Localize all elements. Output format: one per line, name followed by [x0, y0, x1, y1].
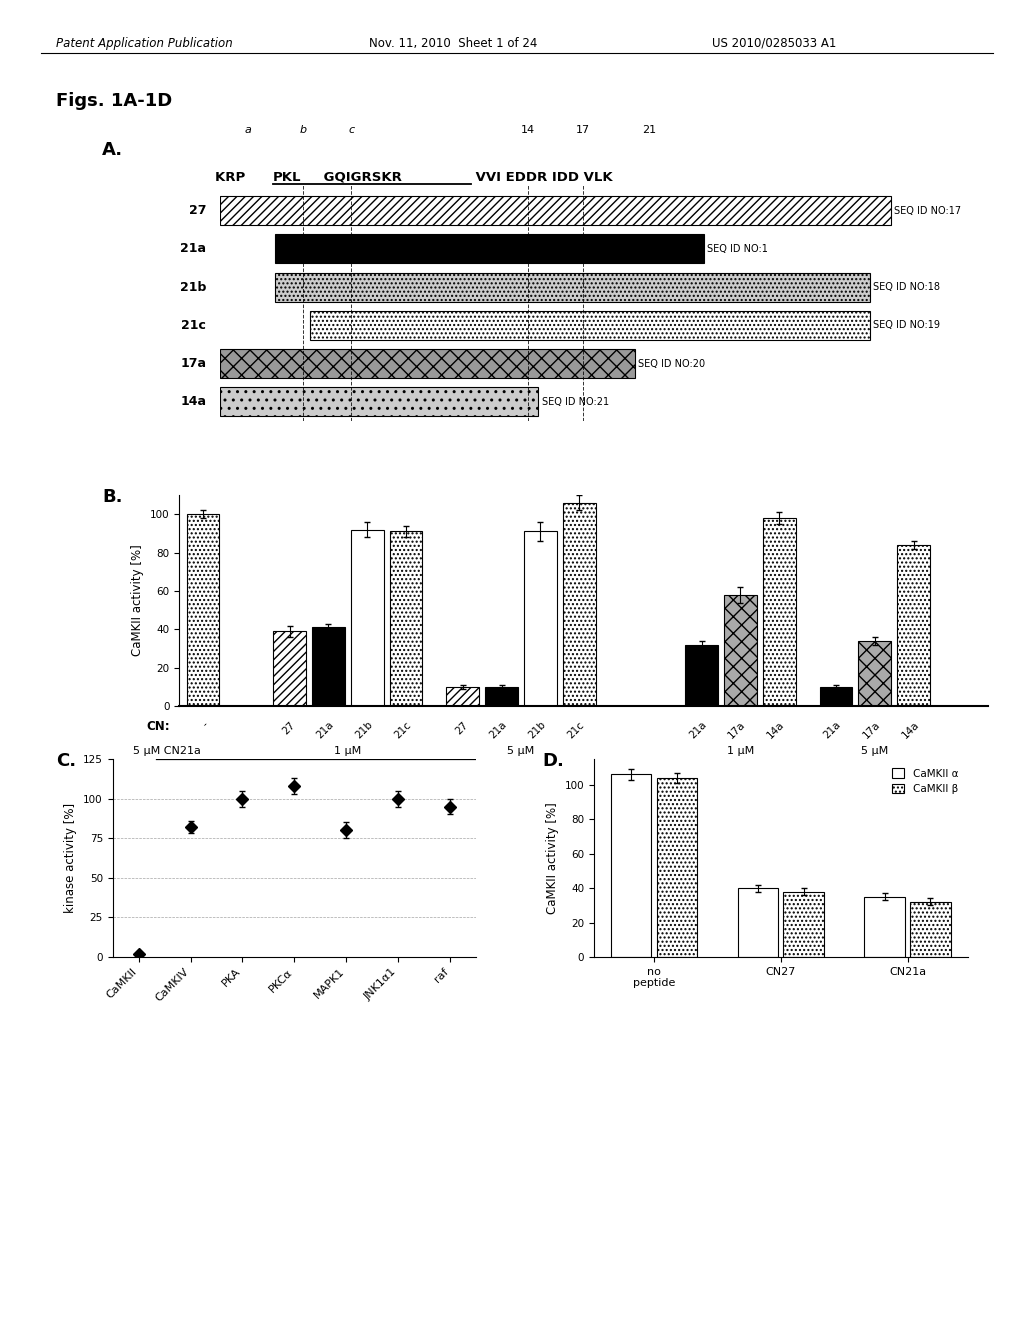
Bar — [763, 517, 796, 706]
Text: KRP: KRP — [215, 170, 250, 183]
Text: 1 μM: 1 μM — [727, 746, 754, 755]
Text: SEQ ID NO:19: SEQ ID NO:19 — [873, 321, 940, 330]
Text: 21c: 21c — [392, 719, 413, 741]
Text: 21: 21 — [642, 124, 655, 135]
Text: 14: 14 — [520, 124, 535, 135]
Point — [465, 177, 477, 193]
Text: D.: D. — [543, 752, 564, 771]
Text: SEQ ID NO:18: SEQ ID NO:18 — [873, 282, 940, 292]
Text: b: b — [300, 124, 306, 135]
Text: 14a: 14a — [900, 719, 921, 741]
Text: 21a: 21a — [688, 719, 709, 741]
Text: Figs. 1A-1D: Figs. 1A-1D — [56, 92, 173, 111]
Legend: CaMKII α, CaMKII β: CaMKII α, CaMKII β — [888, 764, 963, 799]
Text: SEQ ID NO:17: SEQ ID NO:17 — [894, 206, 962, 215]
Bar — [220, 348, 635, 378]
Text: 21a: 21a — [314, 719, 336, 741]
Text: 5 μM: 5 μM — [861, 746, 889, 755]
Text: 21b: 21b — [353, 719, 375, 741]
Y-axis label: kinase activity [%]: kinase activity [%] — [65, 803, 78, 913]
Text: 17a: 17a — [861, 719, 882, 741]
Text: c: c — [348, 124, 354, 135]
Bar — [656, 777, 697, 957]
Bar — [351, 529, 384, 706]
Bar — [819, 686, 852, 706]
Text: 21a: 21a — [487, 719, 509, 741]
Text: GQIGRSKR: GQIGRSKR — [318, 170, 401, 183]
Text: SEQ ID NO:1: SEQ ID NO:1 — [708, 244, 768, 253]
Bar — [724, 595, 757, 706]
Bar — [186, 515, 219, 706]
Bar — [220, 388, 539, 416]
Bar — [446, 686, 479, 706]
Text: SEQ ID NO:21: SEQ ID NO:21 — [542, 397, 608, 407]
Bar — [273, 631, 306, 706]
Bar — [310, 312, 869, 339]
Bar — [783, 891, 824, 957]
Bar — [312, 627, 345, 706]
Text: 27: 27 — [188, 205, 206, 216]
Bar — [737, 888, 778, 957]
Text: 27: 27 — [454, 719, 470, 737]
Text: C.: C. — [56, 752, 77, 771]
Bar — [390, 532, 423, 706]
Bar — [858, 642, 891, 706]
Bar — [563, 503, 596, 706]
Text: VVI EDDR IDD VLK: VVI EDDR IDD VLK — [471, 170, 612, 183]
Text: 5 μM: 5 μM — [507, 746, 535, 755]
Bar — [611, 775, 651, 957]
Bar — [485, 686, 518, 706]
Text: a: a — [245, 124, 251, 135]
Text: 21c: 21c — [566, 719, 587, 741]
Text: 14a: 14a — [180, 396, 206, 408]
Bar — [897, 545, 930, 706]
Text: 14a: 14a — [765, 719, 786, 741]
Text: 21c: 21c — [181, 319, 206, 331]
Text: 1 μM: 1 μM — [334, 746, 361, 755]
Text: 5 μM CN21a: 5 μM CN21a — [133, 746, 201, 756]
Text: Patent Application Publication: Patent Application Publication — [56, 37, 233, 50]
Text: 17a: 17a — [180, 358, 206, 370]
Text: 21a: 21a — [822, 719, 843, 741]
Y-axis label: CaMKII activity [%]: CaMKII activity [%] — [546, 803, 559, 913]
Text: 27: 27 — [281, 719, 297, 737]
Text: Nov. 11, 2010  Sheet 1 of 24: Nov. 11, 2010 Sheet 1 of 24 — [369, 37, 537, 50]
Text: -: - — [201, 719, 210, 730]
Text: B.: B. — [102, 488, 123, 507]
Text: CN:: CN: — [146, 719, 170, 733]
Bar — [220, 195, 891, 224]
Text: 21b: 21b — [526, 719, 548, 741]
Bar — [524, 532, 557, 706]
Y-axis label: CaMKII activity [%]: CaMKII activity [%] — [131, 545, 144, 656]
Bar — [275, 272, 870, 301]
Bar — [864, 896, 905, 957]
Text: 17a: 17a — [726, 719, 748, 741]
Text: A.: A. — [102, 141, 124, 160]
Bar — [275, 235, 705, 263]
Text: SEQ ID NO:20: SEQ ID NO:20 — [638, 359, 706, 368]
Text: 17: 17 — [575, 124, 590, 135]
Text: 21a: 21a — [180, 243, 206, 255]
Text: PKL: PKL — [272, 170, 301, 183]
Bar — [685, 644, 718, 706]
Point — [266, 177, 279, 193]
Bar — [910, 902, 950, 957]
Text: 21b: 21b — [180, 281, 206, 293]
Text: US 2010/0285033 A1: US 2010/0285033 A1 — [712, 37, 836, 50]
